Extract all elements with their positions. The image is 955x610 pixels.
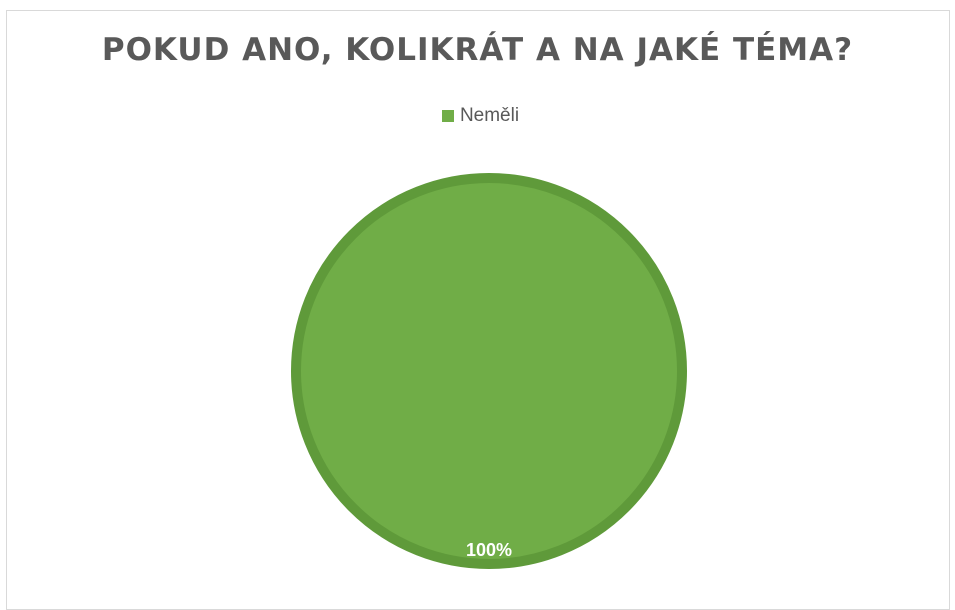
data-label-nemeli: 100% bbox=[466, 540, 512, 560]
legend-swatch-nemeli bbox=[441, 110, 454, 122]
legend-label-nemeli: Neměli bbox=[459, 105, 520, 126]
legend: Neměli bbox=[0, 105, 955, 127]
pie-chart: 100% bbox=[291, 173, 687, 569]
pie-slice-nem-li bbox=[291, 173, 687, 569]
chart-title: POKUD ANO, KOLIKRÁT A NA JAKÉ TÉMA? bbox=[101, 32, 854, 68]
pie-slices bbox=[291, 173, 687, 569]
